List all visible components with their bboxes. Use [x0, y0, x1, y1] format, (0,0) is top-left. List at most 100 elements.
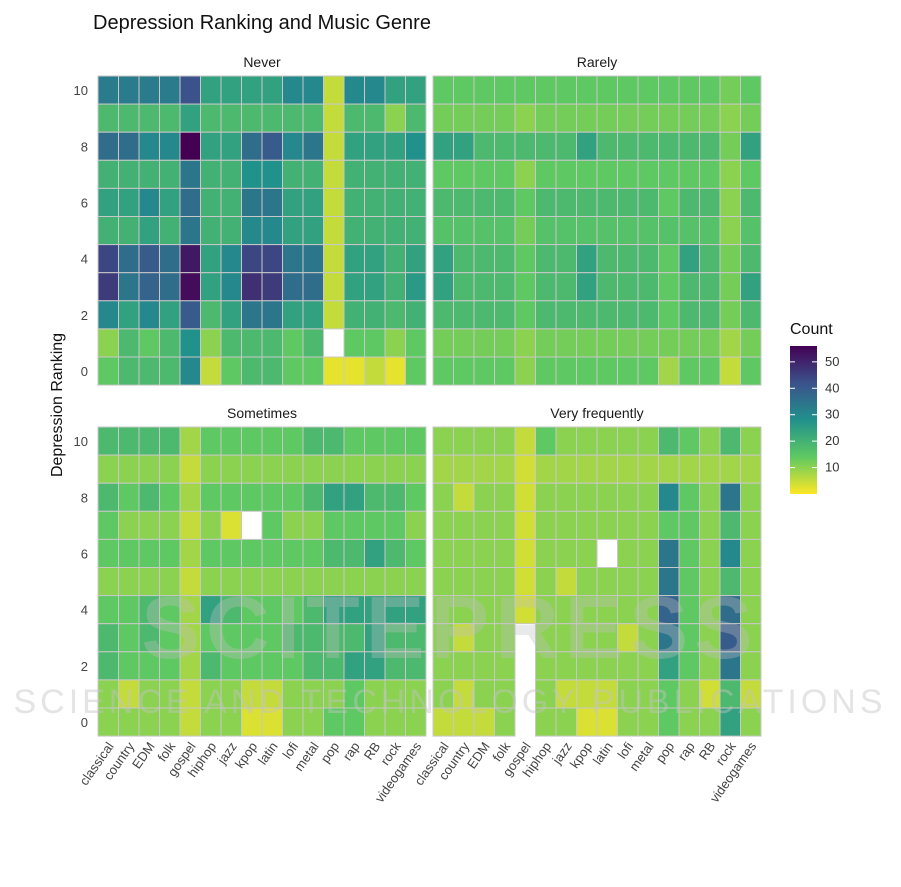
heatmap-cell — [494, 103, 516, 133]
heatmap-cell — [179, 510, 201, 540]
heatmap-cell — [432, 356, 454, 386]
y-tick-label: 6 — [81, 546, 88, 561]
heatmap-cell — [302, 103, 324, 133]
y-tick-label: 4 — [81, 603, 88, 618]
heatmap-cell — [576, 272, 598, 302]
heatmap-cell — [261, 538, 283, 569]
heatmap-cell — [261, 187, 283, 217]
heatmap-cell — [617, 216, 639, 246]
heatmap-cell — [699, 131, 721, 161]
heatmap-cell — [343, 103, 365, 133]
y-tick-label: 10 — [74, 434, 88, 449]
heatmap-cell — [494, 159, 516, 189]
heatmap-cell — [473, 454, 495, 484]
heatmap-cell — [261, 510, 283, 540]
heatmap-cell — [343, 216, 365, 246]
heatmap-cell — [282, 482, 304, 512]
heatmap-cell — [494, 216, 516, 246]
heatmap-cell — [220, 272, 242, 302]
heatmap-cell — [302, 159, 324, 189]
heatmap-cell — [261, 131, 283, 161]
heatmap-cell — [282, 75, 304, 105]
heatmap-cell — [637, 244, 659, 274]
heatmap-cell — [323, 103, 345, 133]
heatmap-cell — [514, 159, 536, 189]
heatmap-cell — [432, 272, 454, 302]
heatmap-cell — [555, 272, 577, 302]
heatmap-cell — [453, 159, 475, 189]
heatmap-cell — [678, 187, 700, 217]
heatmap-cell — [384, 454, 406, 484]
heatmap-cell — [200, 75, 222, 105]
heatmap-cell — [138, 426, 160, 456]
heatmap-cell — [535, 131, 557, 161]
heatmap-cell — [494, 244, 516, 274]
heatmap-cell — [432, 510, 454, 540]
heatmap-cell — [719, 300, 741, 330]
heatmap-cell — [159, 187, 181, 217]
heatmap-cell — [658, 244, 680, 274]
heatmap-cell — [200, 131, 222, 161]
heatmap-cell — [432, 131, 454, 161]
heatmap-cell — [535, 187, 557, 217]
heatmap-cell — [678, 159, 700, 189]
heatmap-cell — [699, 328, 721, 358]
heatmap-cell — [138, 244, 160, 274]
heatmap-cell — [323, 75, 345, 105]
heatmap-cell — [405, 707, 427, 737]
heatmap-cell — [364, 454, 386, 484]
heatmap-cell — [118, 272, 140, 302]
heatmap-cell — [514, 300, 536, 330]
x-tick-label: latin — [590, 739, 616, 767]
heatmap-cell — [97, 216, 119, 246]
heatmap-cell — [302, 538, 324, 569]
heatmap-cell — [220, 538, 242, 569]
heatmap-cell — [678, 538, 700, 569]
heatmap-cell — [719, 356, 741, 386]
heatmap-cell — [118, 651, 140, 681]
heatmap-cell — [658, 131, 680, 161]
heatmap-cell — [241, 272, 263, 302]
heatmap-cell — [323, 510, 345, 540]
heatmap-cell — [118, 244, 140, 274]
watermark-sub-text: SCIENCE AND TECHNOLOGY PUBLICATIONS — [13, 683, 886, 721]
heatmap-cell — [514, 538, 536, 569]
heatmap-cell — [596, 356, 618, 386]
heatmap-cell — [323, 159, 345, 189]
heatmap-cell — [302, 426, 324, 456]
heatmap-cell — [200, 103, 222, 133]
heatmap-cell — [555, 159, 577, 189]
heatmap-cell — [282, 272, 304, 302]
heatmap-cell — [384, 300, 406, 330]
y-tick-label: 6 — [81, 195, 88, 210]
heatmap-cell — [97, 244, 119, 274]
heatmap-cell — [596, 187, 618, 217]
facet-panel: Sometimes0246810classicalcountryEDMfolkg… — [74, 405, 427, 805]
heatmap-cell — [302, 244, 324, 274]
heatmap-cell — [473, 426, 495, 456]
legend-tick-label: 20 — [825, 433, 839, 448]
heatmap-cell — [453, 244, 475, 274]
heatmap-cell — [740, 103, 762, 133]
x-tick-label: rap — [675, 739, 698, 763]
heatmap-cell — [405, 272, 427, 302]
heatmap-cell — [282, 244, 304, 274]
heatmap-cell — [384, 103, 406, 133]
heatmap-cell — [241, 216, 263, 246]
heatmap-cell — [118, 454, 140, 484]
heatmap-cell — [576, 328, 598, 358]
heatmap-cell — [405, 510, 427, 540]
heatmap-cell — [473, 482, 495, 512]
heatmap-cell — [97, 510, 119, 540]
heatmap-cell — [241, 103, 263, 133]
heatmap-cell — [200, 328, 222, 358]
heatmap-cell — [740, 356, 762, 386]
heatmap-cell — [179, 482, 201, 512]
heatmap-cell — [555, 131, 577, 161]
heatmap-cell — [637, 103, 659, 133]
heatmap-cell — [302, 328, 324, 358]
heatmap-cell — [364, 356, 386, 386]
heatmap-cell — [241, 356, 263, 386]
heatmap-cell — [159, 454, 181, 484]
heatmap-cell — [473, 300, 495, 330]
